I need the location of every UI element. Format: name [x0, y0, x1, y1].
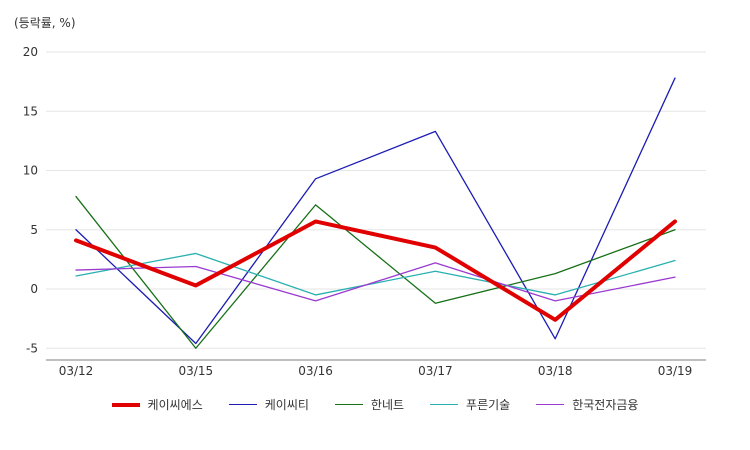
- legend-swatch: [334, 404, 363, 405]
- legend-swatch: [536, 404, 565, 405]
- x-tick-label: 03/12: [59, 364, 94, 378]
- legend-item: 케이씨에스: [111, 396, 203, 413]
- legend: 케이씨에스 케이씨티 한네트 푸른기술 한국전자금융: [0, 396, 750, 413]
- legend-item: 한네트: [334, 396, 405, 413]
- y-tick-label: 20: [23, 45, 38, 59]
- legend-item: 한국전자금융: [536, 396, 638, 413]
- legend-item: 케이씨티: [228, 396, 309, 413]
- series-line: [74, 219, 677, 322]
- legend-label: 케이씨티: [264, 398, 309, 412]
- y-tick-label: 0: [30, 282, 38, 296]
- unit-label: (등락률, %): [14, 16, 76, 30]
- legend-item: 푸른기술: [430, 396, 510, 413]
- series-line: [75, 262, 676, 302]
- y-tick-label: -5: [26, 341, 38, 355]
- x-tick-label: 03/15: [179, 364, 214, 378]
- x-tick-label: 03/17: [418, 364, 453, 378]
- y-tick-label: 10: [23, 164, 38, 178]
- x-tick-label: 03/16: [298, 364, 333, 378]
- legend-label: 한국전자금융: [572, 398, 639, 412]
- series-line: [75, 252, 676, 296]
- x-tick-label: 03/18: [538, 364, 573, 378]
- series-line: [75, 77, 676, 345]
- legend-label: 푸른기술: [466, 398, 511, 412]
- legend-swatch: [430, 404, 459, 405]
- y-tick-label: 5: [30, 223, 38, 237]
- legend-swatch: [228, 404, 257, 405]
- legend-label: 케이씨에스: [147, 398, 203, 412]
- series-line: [75, 195, 676, 349]
- legend-label: 한네트: [370, 398, 405, 412]
- x-tick-label: 03/19: [658, 364, 693, 378]
- line-chart: -5 0 5 10 15 20 03/12 03/15 03/16 03/17 03/18 03/19: [23, 45, 706, 378]
- y-tick-label: 15: [23, 104, 38, 118]
- legend-swatch: [111, 402, 140, 407]
